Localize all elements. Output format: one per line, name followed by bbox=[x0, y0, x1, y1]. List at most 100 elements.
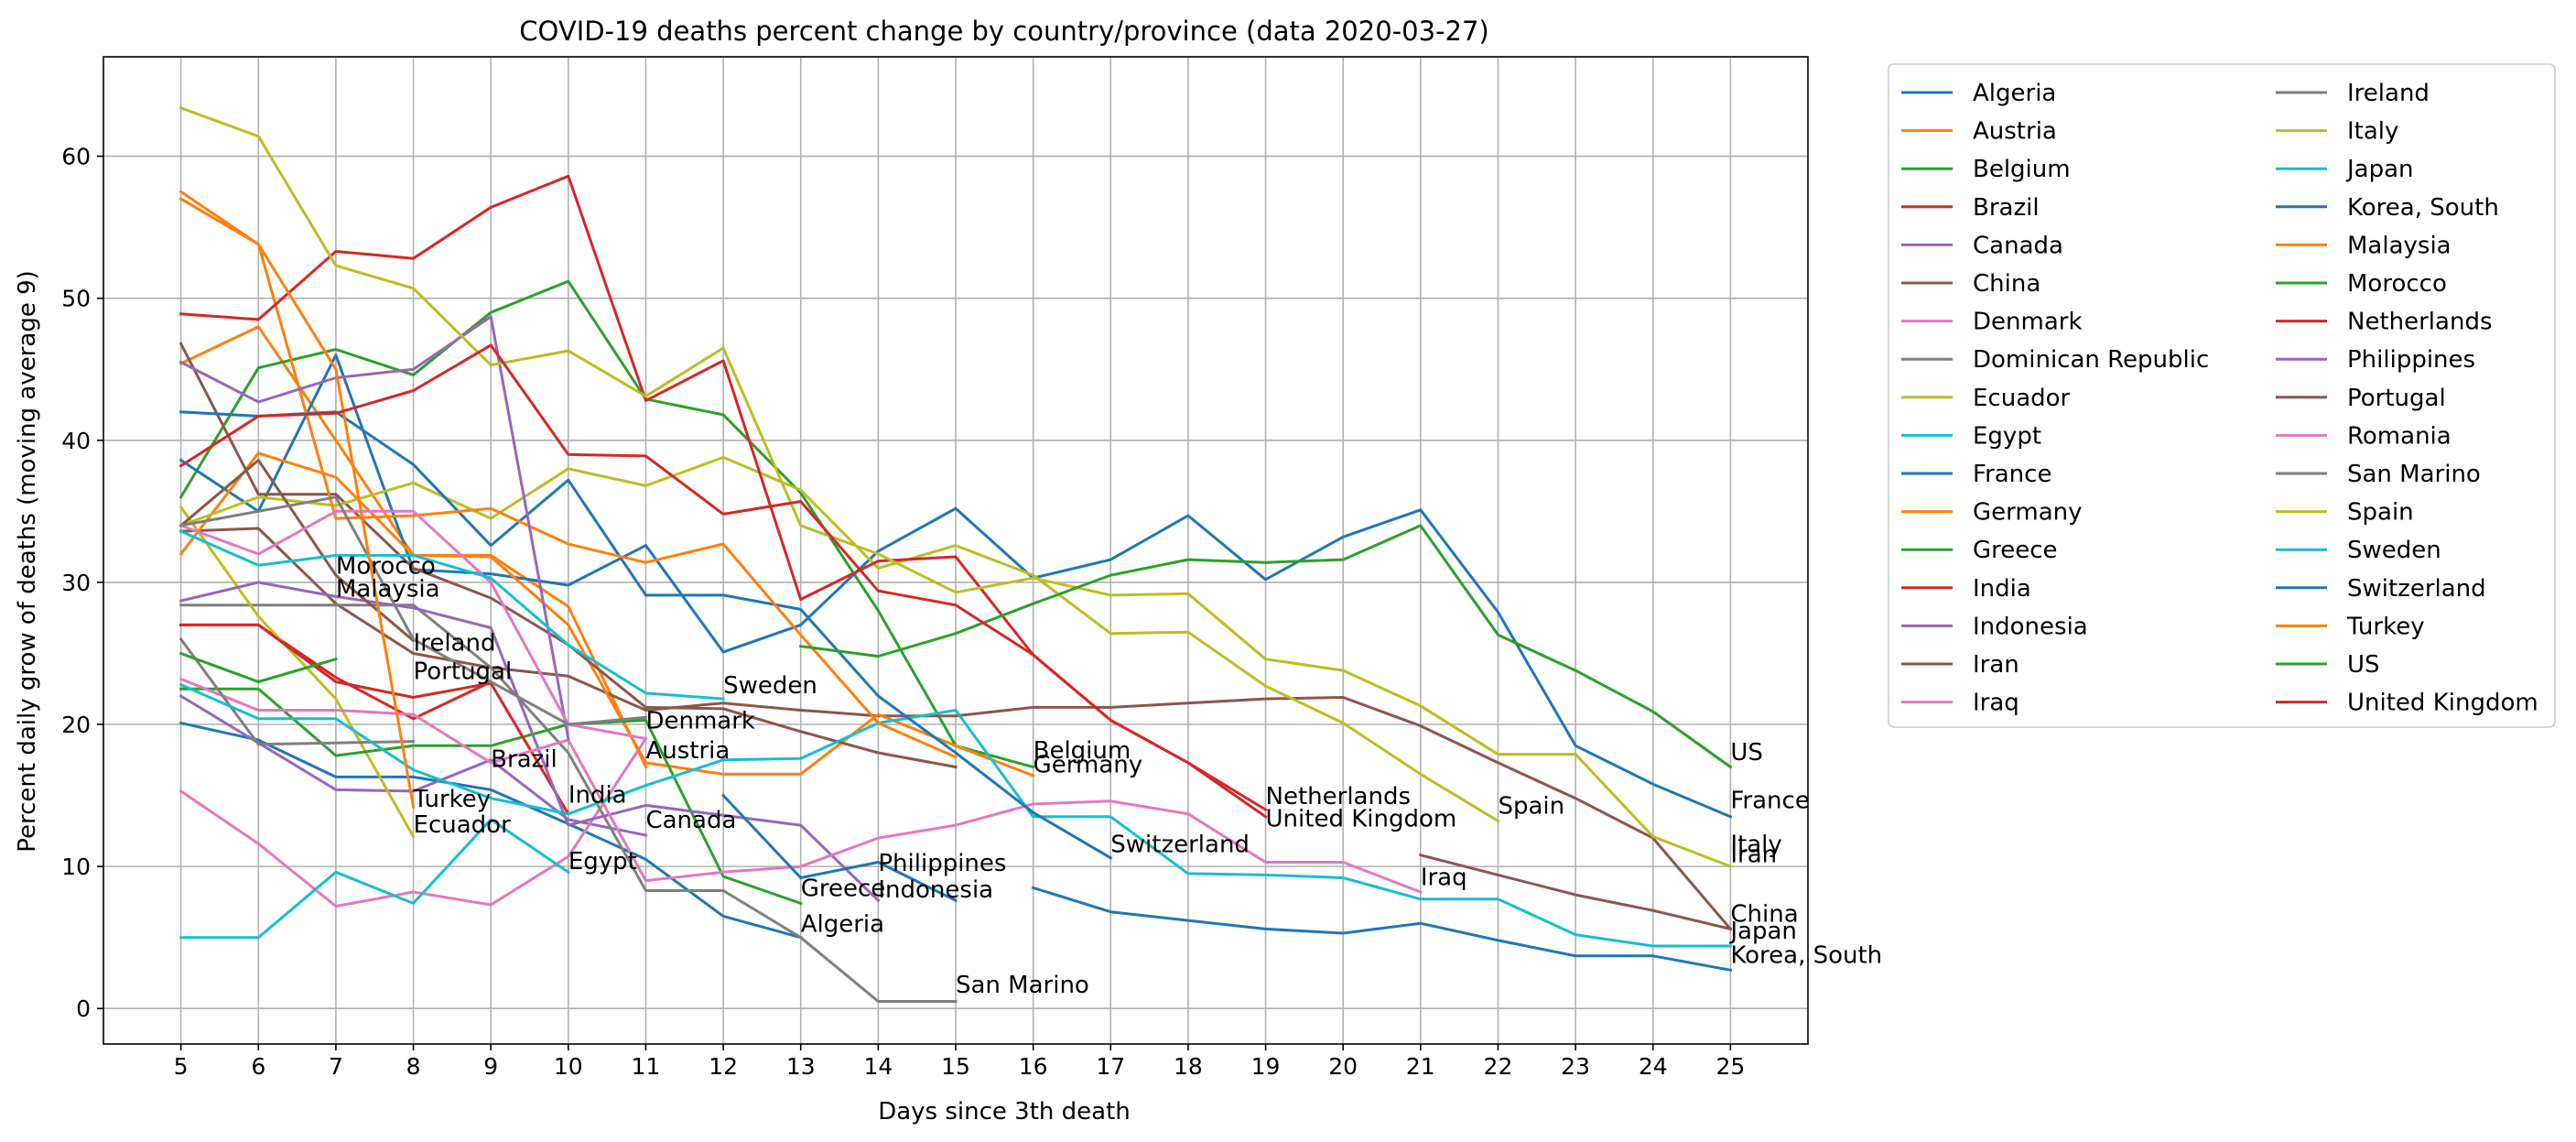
series-line-denmark bbox=[179, 736, 648, 908]
legend-entry-algeria: Algeria bbox=[1973, 80, 2056, 107]
series-line-dominican-republic bbox=[179, 604, 958, 1003]
series-line-egypt bbox=[179, 818, 570, 940]
y-tick-label: 20 bbox=[61, 712, 91, 738]
series-line-switzerland bbox=[720, 793, 958, 903]
legend-entry-austria: Austria bbox=[1973, 118, 2057, 146]
x-tick-label: 18 bbox=[1174, 1053, 1203, 1080]
x-tick-label: 25 bbox=[1716, 1053, 1745, 1080]
x-tick-label: 5 bbox=[174, 1053, 189, 1080]
legend-entry-egypt: Egypt bbox=[1973, 422, 2041, 450]
series-end-label: Iraq bbox=[1421, 864, 1467, 891]
series-end-label: US bbox=[1730, 739, 1763, 767]
series-end-label: China bbox=[1730, 901, 1798, 929]
x-tick-label: 13 bbox=[786, 1053, 816, 1080]
series-end-label: United Kingdom bbox=[1266, 806, 1457, 833]
series-lines bbox=[179, 105, 1733, 1003]
series-end-label: Spain bbox=[1498, 793, 1564, 821]
legend-entry-malaysia: Malaysia bbox=[2347, 232, 2452, 259]
legend-entry-italy: Italy bbox=[2347, 118, 2398, 146]
x-tick-label: 14 bbox=[863, 1053, 893, 1080]
x-tick-label: 20 bbox=[1328, 1053, 1358, 1080]
series-line-iraq bbox=[179, 677, 1423, 894]
legend-entry-denmark: Denmark bbox=[1973, 309, 2083, 336]
series-line-turkey bbox=[179, 197, 416, 809]
x-tick-label: 11 bbox=[632, 1053, 661, 1080]
series-line-us bbox=[799, 524, 1733, 769]
series-end-label: Brazil bbox=[491, 746, 557, 774]
legend-entry-us: US bbox=[2347, 651, 2380, 679]
series-line-san-marino bbox=[179, 495, 648, 726]
x-tick-label: 6 bbox=[251, 1053, 265, 1080]
legend-entry-spain: Spain bbox=[2347, 499, 2414, 527]
series-end-label: Philippines bbox=[878, 850, 1006, 877]
legend-entry-san-marino: San Marino bbox=[2347, 461, 2481, 488]
series-line-spain bbox=[179, 105, 1733, 869]
x-tick-label: 21 bbox=[1406, 1053, 1435, 1080]
legend-entry-morocco: Morocco bbox=[2347, 270, 2447, 298]
series-end-label: Switzerland bbox=[1110, 832, 1250, 859]
series-end-label: Canada bbox=[645, 807, 736, 834]
series-end-label: Austria bbox=[645, 737, 730, 765]
series-line-italy bbox=[1418, 853, 1733, 931]
y-tick-label: 40 bbox=[61, 428, 91, 454]
legend-entry-sweden: Sweden bbox=[2347, 537, 2441, 564]
legend-entry-japan: Japan bbox=[2345, 156, 2414, 183]
legend-entry-brazil: Brazil bbox=[1973, 194, 2040, 222]
legend-entry-portugal: Portugal bbox=[2347, 385, 2446, 412]
series-line-indonesia bbox=[179, 581, 881, 903]
series-line-france bbox=[179, 353, 1733, 819]
series-end-label: Iran bbox=[1730, 841, 1777, 868]
series-line-morocco bbox=[179, 651, 338, 683]
x-tick-label: 22 bbox=[1484, 1053, 1513, 1080]
legend-entry-france: France bbox=[1973, 461, 2051, 488]
x-axis-label: Days since 3th death bbox=[878, 1098, 1131, 1126]
series-end-label: Ireland bbox=[414, 629, 496, 657]
legend-entry-iran: Iran bbox=[1973, 651, 2019, 679]
series-line-ireland bbox=[179, 636, 416, 746]
legend-entry-netherlands: Netherlands bbox=[2347, 309, 2493, 336]
series-end-label: Denmark bbox=[645, 708, 755, 735]
legend-entry-canada: Canada bbox=[1973, 232, 2063, 259]
x-tick-label: 12 bbox=[709, 1053, 738, 1080]
legend-entry-romania: Romania bbox=[2347, 422, 2452, 450]
legend-entry-indonesia: Indonesia bbox=[1973, 613, 2088, 640]
axis-ticks: 5 6 7 8 9 10 11 12 13 14 15 16 17 18 19 20 21 22 23 24 25 0 10… bbox=[61, 144, 1745, 1080]
legend-entry-ireland: Ireland bbox=[2347, 80, 2430, 107]
series-line-ecuador bbox=[179, 505, 416, 839]
chart-title: COVID-19 deaths percent change by countr… bbox=[519, 16, 1488, 47]
x-tick-label: 15 bbox=[941, 1053, 970, 1080]
legend-entry-switzerland: Switzerland bbox=[2347, 575, 2486, 603]
x-tick-label: 19 bbox=[1251, 1053, 1281, 1080]
x-tick-label: 8 bbox=[406, 1053, 421, 1080]
series-end-label: India bbox=[568, 781, 627, 809]
series-end-label: Egypt bbox=[568, 848, 637, 876]
y-tick-label: 0 bbox=[76, 995, 91, 1022]
series-end-label: Japan bbox=[1728, 918, 1797, 945]
y-tick-label: 30 bbox=[61, 570, 91, 596]
x-tick-label: 9 bbox=[483, 1053, 498, 1080]
series-end-label: Germany bbox=[1034, 752, 1143, 779]
series-end-label: Netherlands bbox=[1266, 783, 1412, 810]
series-end-label: France bbox=[1730, 788, 1809, 815]
legend: Algeria Austria Belgium Brazil Canada China De… bbox=[1888, 63, 2556, 728]
legend-entry-korea-south: Korea, South bbox=[2347, 194, 2499, 222]
series-end-label: San Marino bbox=[956, 972, 1089, 999]
series-end-label: Ecuador bbox=[414, 811, 512, 839]
series-end-label: Turkey bbox=[413, 786, 492, 813]
y-tick-label: 60 bbox=[61, 144, 91, 170]
y-tick-label: 50 bbox=[61, 286, 91, 312]
x-tick-label: 17 bbox=[1096, 1053, 1125, 1080]
x-tick-label: 7 bbox=[329, 1053, 343, 1080]
series-line-india bbox=[179, 623, 570, 816]
legend-entry-india: India bbox=[1973, 575, 2031, 603]
x-tick-label: 23 bbox=[1561, 1053, 1590, 1080]
legend-entry-dominican-republic: Dominican Republic bbox=[1973, 346, 2209, 374]
series-line-united-kingdom bbox=[179, 343, 1268, 819]
y-axis-label: Percent daily grow of deaths (moving ave… bbox=[14, 270, 41, 853]
series-line-algeria bbox=[179, 721, 803, 940]
series-line-portugal bbox=[179, 459, 416, 643]
series-line-malaysia bbox=[179, 190, 958, 759]
legend-entry-greece: Greece bbox=[1973, 537, 2058, 564]
legend-entry-philippines: Philippines bbox=[2347, 346, 2475, 374]
